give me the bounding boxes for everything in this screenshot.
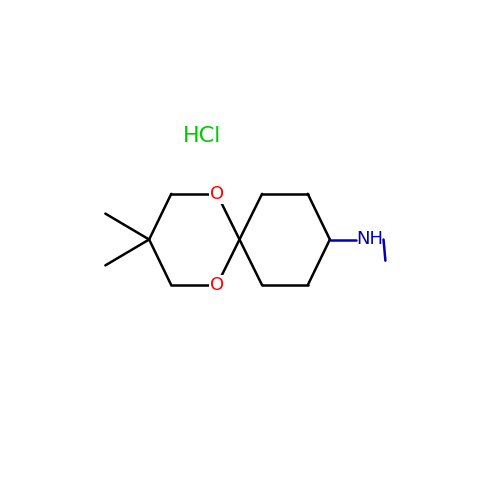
Text: NH: NH — [356, 230, 383, 249]
Text: HCl: HCl — [182, 126, 221, 146]
Text: O: O — [210, 185, 224, 203]
Text: O: O — [210, 276, 224, 294]
